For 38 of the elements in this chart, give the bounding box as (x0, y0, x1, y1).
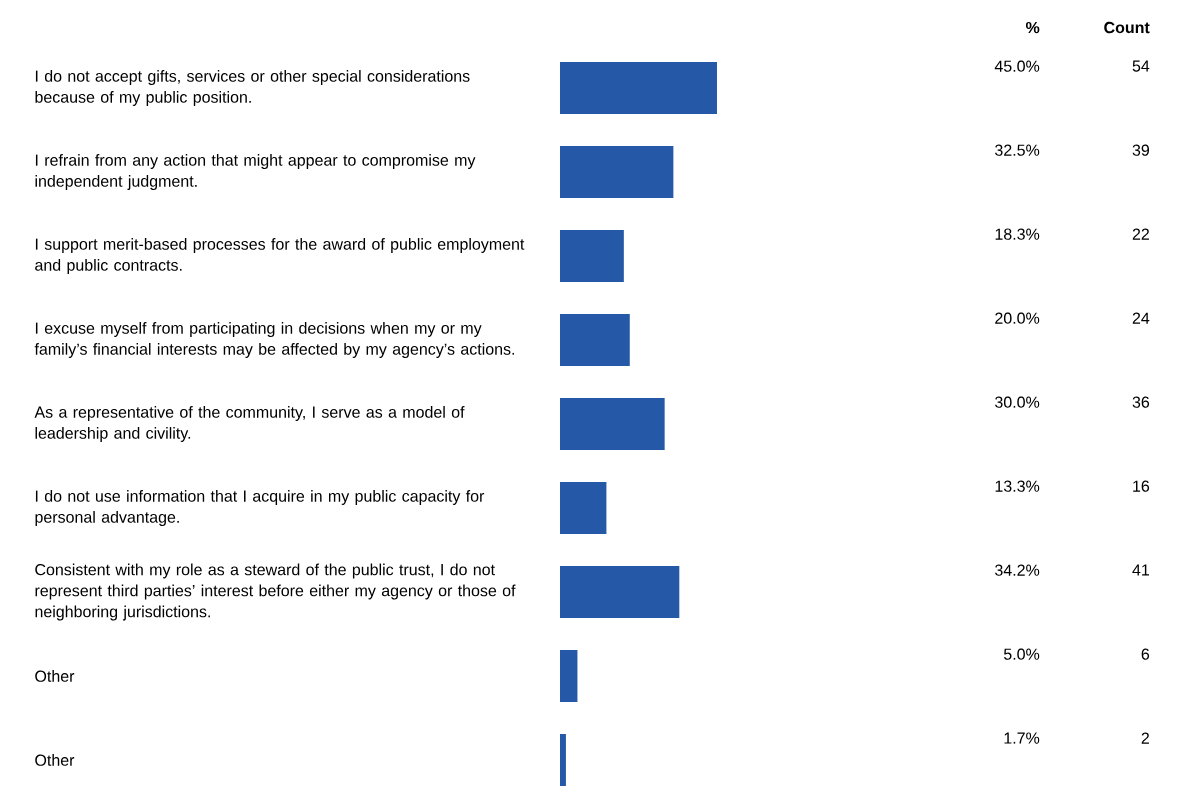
data-label: 18.3% (995, 228, 1040, 240)
y-tick-label: Other (35, 754, 75, 766)
y-tick-label: Other (35, 670, 75, 682)
text: Count (1104, 21, 1150, 34)
y-tick-label: I do not use information that I acquire in my public capacity for personal advantage. (35, 490, 485, 526)
text: 54 (1132, 60, 1150, 72)
data-label: 45.0% (994, 60, 1040, 72)
text: 24 (1132, 312, 1150, 324)
bar (560, 482, 607, 534)
text: 41 (1132, 564, 1149, 576)
data-label: 32.5% (995, 144, 1040, 156)
bar (560, 230, 624, 282)
y-tick-label: I excuse myself from participating in decisions when my or my family’s financial interests may be affected by my agency’s actions. (34, 322, 515, 358)
data-label: 5.0% (1003, 648, 1040, 660)
text: 2 (1141, 732, 1149, 744)
data-label: 20.0% (995, 312, 1040, 324)
text: 36 (1132, 396, 1150, 408)
y-tick-label: As a representative of the community, I serve as a model of leadership and civility. (34, 406, 465, 442)
y-tick-label: Consistent with my role as a steward of the public trust, I do not represent third parties’ interest before either my agency or those of neighboring jurisdictions. (35, 563, 516, 621)
y-tick-label: I refrain from any action that might appear to compromise my independent judgment. (35, 154, 476, 190)
y-tick-label: I do not accept gifts, services or other special considerations because of my public position. (35, 70, 470, 106)
data-label: 30.0% (995, 396, 1040, 408)
bar (560, 398, 665, 450)
text: 6 (1141, 648, 1150, 660)
text: 22 (1132, 228, 1149, 240)
data-label: 13.3% (995, 480, 1040, 492)
y-tick-label: I support merit-based processes for the award of public employment and public contracts. (35, 238, 525, 274)
text: 16 (1133, 480, 1150, 492)
data-label: 1.7% (1004, 732, 1040, 744)
bar (560, 733, 566, 786)
bar (560, 146, 674, 198)
text: % (1025, 21, 1040, 34)
bar (560, 566, 680, 618)
data-label: 34.2% (995, 564, 1040, 576)
bar (560, 650, 578, 702)
text: 39 (1132, 144, 1150, 156)
bar (560, 314, 630, 366)
bar (560, 62, 717, 114)
